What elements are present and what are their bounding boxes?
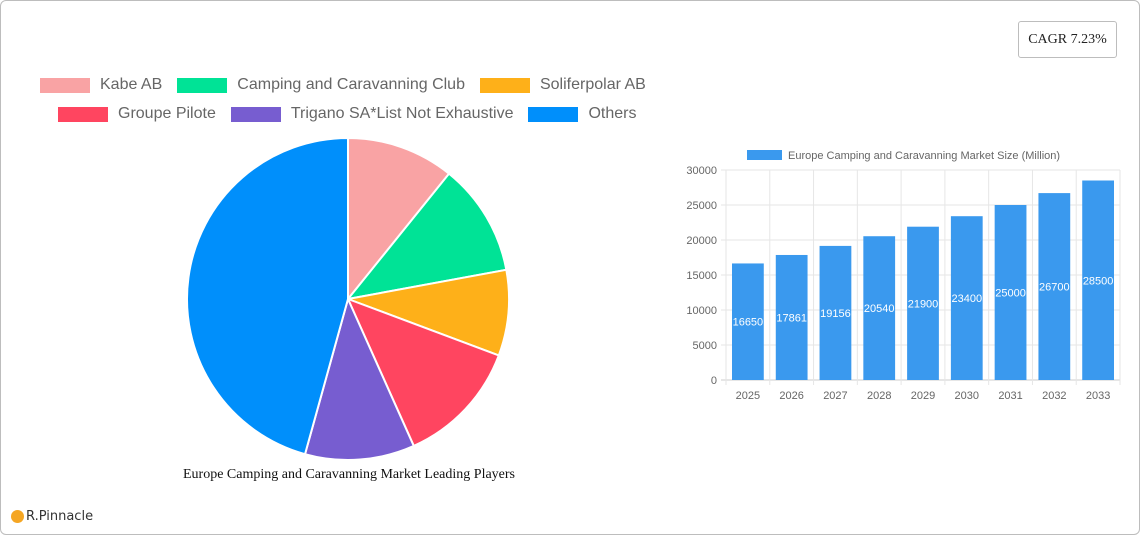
legend-label: Kabe AB xyxy=(100,76,163,93)
legend-item-groupe-pilote[interactable]: Groupe Pilote xyxy=(58,105,216,123)
legend-item-others[interactable]: Others xyxy=(528,105,636,123)
legend-item-trigano[interactable]: Trigano SA*List Not Exhaustive xyxy=(230,105,514,123)
legend-swatch xyxy=(177,77,228,93)
legend-swatch xyxy=(58,106,108,122)
legend-label: Soliferpolar AB xyxy=(539,76,646,93)
brand-logo-icon xyxy=(11,510,24,523)
legend-swatch xyxy=(479,77,530,93)
legend-label: Camping and Caravanning Club xyxy=(237,76,465,93)
legend-item-camping-club[interactable]: Camping and Caravanning Club xyxy=(177,76,465,94)
pie-legend-row-1: Kabe AB Camping and Caravanning Club Sol… xyxy=(40,76,656,94)
pie-chart-title: Europe Camping and Caravanning Market Le… xyxy=(182,467,515,482)
cagr-badge: CAGR 7.23% xyxy=(1018,21,1117,58)
pie-legend-row-2: Groupe Pilote Trigano SA*List Not Exhaus… xyxy=(58,105,646,123)
brand-logo: R.Pinnacle xyxy=(11,509,93,524)
legend-label: Groupe Pilote xyxy=(118,105,216,122)
legend-label: Trigano SA*List Not Exhaustive xyxy=(290,105,514,122)
legend-swatch xyxy=(40,77,90,93)
brand-name: R.Pinnacle xyxy=(26,509,94,524)
legend-swatch xyxy=(230,106,281,122)
legend-label: Others xyxy=(588,105,637,122)
legend-item-kabe[interactable]: Kabe AB xyxy=(40,76,162,94)
legend-item-soliferpolar[interactable]: Soliferpolar AB xyxy=(479,76,646,94)
legend-swatch xyxy=(528,106,579,122)
